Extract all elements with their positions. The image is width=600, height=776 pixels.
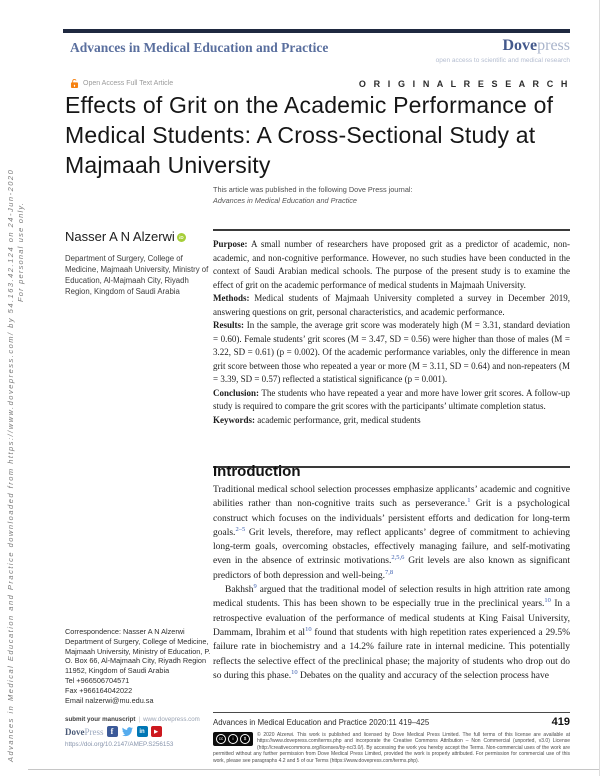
body-text-segment: In a retrospective evaluation of the per… <box>213 599 570 638</box>
download-note-vertical: Advances in Medical Education and Practi… <box>6 168 15 762</box>
body-text-segment: argued that the traditional model of sel… <box>213 585 570 610</box>
footer-right: Advances in Medical Education and Practi… <box>213 712 570 764</box>
orcid-icon[interactable]: iD <box>176 233 186 242</box>
linkedin-icon[interactable]: in <box>136 726 148 737</box>
body-text-segment: Grit levels, therefore, may reflect appl… <box>213 527 570 567</box>
body-text-segment: Debates on the quality and accuracy of t… <box>297 670 549 681</box>
reference-link[interactable]: 10 <box>291 668 298 676</box>
reference-link[interactable]: 7,8 <box>385 568 394 576</box>
youtube-icon[interactable]: ▶ <box>150 726 162 737</box>
abstract-methods: Methods: Medical students of Majmaah Uni… <box>213 292 570 319</box>
body-text-segment: Grit is a psychological construct which … <box>213 499 570 538</box>
brand-dove: Dove <box>65 726 85 737</box>
author-byline: Nasser A N Alzerwi iD <box>65 229 186 244</box>
brand-dove: Dove <box>502 37 538 54</box>
license-text: © 2020 Alzerwi. This work is published a… <box>213 732 570 764</box>
personal-use-note-vertical: For personal use only. <box>16 201 25 302</box>
brand-tagline: open access to scientific and medical re… <box>435 57 570 64</box>
reference-link[interactable]: 2–5 <box>235 525 246 533</box>
journal-citation: Advances in Medical Education and Practi… <box>213 718 430 727</box>
abstract-text: In the sample, the average grit score wa… <box>213 320 570 384</box>
twitter-icon[interactable] <box>121 726 134 737</box>
published-note-line: This article was published in the follow… <box>213 185 413 194</box>
submit-label: submit your manuscript <box>65 716 136 723</box>
abstract-label: Conclusion: <box>213 387 260 398</box>
open-access-label: Open Access Full Text Article <box>83 80 174 87</box>
published-journal-name: Advances in Medical Education and Practi… <box>213 195 357 205</box>
reference-link[interactable]: 9 <box>253 582 257 590</box>
reference-link[interactable]: 2,5,6 <box>391 554 405 562</box>
correspondence-address: Department of Surgery, College of Medici… <box>65 636 211 676</box>
abstract-text: A small number of researchers have propo… <box>213 239 570 290</box>
correspondence-email[interactable]: Email nalzerwi@mu.edu.sa <box>65 695 154 705</box>
dovepress-footer-logo[interactable]: DovePress <box>65 727 104 737</box>
facebook-icon[interactable]: f <box>106 726 118 737</box>
correspondence-tel: Tel +966506704571 <box>65 675 130 685</box>
brand-press: Press <box>84 726 104 737</box>
page-number: 419 <box>551 716 570 728</box>
article-title: Effects of Grit on the Academic Performa… <box>65 92 554 178</box>
dovepress-url[interactable]: www.dovepress.com <box>143 716 200 723</box>
correspondence-fax: Fax +966164042022 <box>65 685 133 695</box>
intro-paragraph-1: Traditional medical school selection pro… <box>213 483 570 583</box>
brand-press: press <box>537 37 570 54</box>
header-rule <box>63 29 570 33</box>
citation-row: Advances in Medical Education and Practi… <box>213 712 570 728</box>
abstract-label: Results: <box>213 320 244 330</box>
abstract-purpose: Purpose: A small number of researchers h… <box>213 238 570 292</box>
reference-link[interactable]: 1 <box>467 497 471 505</box>
footer-left: submit your manuscript | www.dovepress.com… <box>65 716 215 748</box>
doi-link[interactable]: https://doi.org/10.2147/AMEP.S256153 <box>65 741 174 748</box>
author-affiliation: Department of Surgery, College of Medici… <box>65 254 209 296</box>
body-text-segment: found that students with high repetition… <box>213 627 570 681</box>
abstract-text: Medical students of Majmaah University c… <box>213 293 571 317</box>
cc-nc-icon: $ <box>240 734 250 744</box>
keywords-label: Keywords: <box>213 414 255 425</box>
page-edge-line <box>28 769 600 770</box>
reference-link[interactable]: 10 <box>544 597 551 605</box>
cc-icon: cc <box>216 734 226 744</box>
dovepress-logo[interactable]: Dovepress <box>502 37 570 55</box>
abstract-top-rule <box>213 229 570 231</box>
footer-brand-row: DovePress f in ▶ <box>65 726 215 737</box>
correspondence-block: Correspondence: Nasser A N Alzerwi Depar… <box>65 627 215 705</box>
abstract-text: The students who have repeated a year an… <box>213 387 570 412</box>
divider: | <box>138 716 141 723</box>
article-type-label: O R I G I N A L R E S E A R C H <box>358 79 570 89</box>
section-heading-introduction: Introduction <box>213 463 301 480</box>
abstract-label: Purpose: <box>213 239 248 249</box>
abstract-keywords: Keywords: academic performance, grit, me… <box>213 414 570 428</box>
reference-link[interactable]: 10 <box>305 625 312 633</box>
correspondence-title: Correspondence: Nasser A N Alzerwi <box>65 627 185 636</box>
license-block: cc i $ © 2020 Alzerwi. This work is publ… <box>213 732 570 764</box>
cc-by-icon: i <box>228 734 238 744</box>
abstract-conclusion: Conclusion: The students who have repeat… <box>213 387 570 414</box>
open-lock-icon <box>70 79 79 88</box>
published-note: This article was published in the follow… <box>213 185 553 206</box>
abstract-results: Results: In the sample, the average grit… <box>213 319 570 387</box>
abstract-bottom-rule <box>213 466 570 468</box>
abstract: Purpose: A small number of researchers h… <box>213 238 570 427</box>
journal-title[interactable]: Advances in Medical Education and Practi… <box>70 40 329 55</box>
introduction-text: Traditional medical school selection pro… <box>213 483 570 683</box>
body-text-segment: Grit levels are also known as significan… <box>213 556 570 581</box>
abstract-label: Methods: <box>213 293 250 303</box>
keywords-text: academic performance, grit, medical stud… <box>257 414 421 425</box>
cc-by-nc-badge[interactable]: cc i $ <box>213 732 253 746</box>
open-access-link[interactable]: Open Access Full Text Article <box>70 78 173 89</box>
intro-paragraph-2: Bakhsh9 argued that the traditional mode… <box>213 583 570 683</box>
body-text-segment: Bakhsh <box>225 585 254 596</box>
body-text-segment: Traditional medical school selection pro… <box>213 485 570 510</box>
author-name: Nasser A N Alzerwi <box>65 229 175 244</box>
submit-manuscript-line[interactable]: submit your manuscript | www.dovepress.com <box>65 716 215 723</box>
